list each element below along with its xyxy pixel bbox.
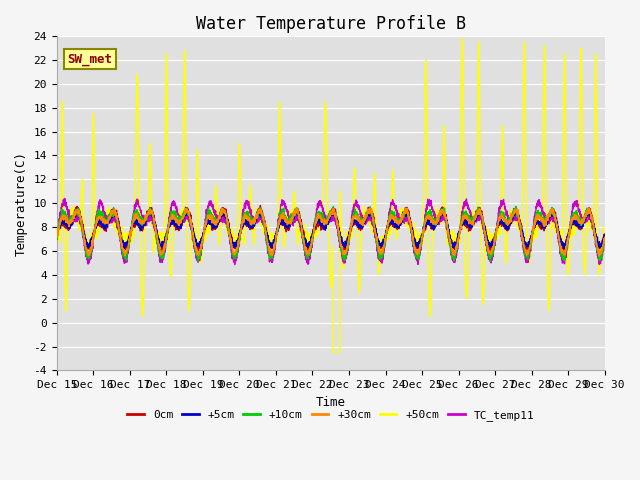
Y-axis label: Temperature(C): Temperature(C): [15, 151, 28, 256]
Legend: 0cm, +5cm, +10cm, +30cm, +50cm, TC_temp11: 0cm, +5cm, +10cm, +30cm, +50cm, TC_temp1…: [123, 405, 539, 425]
Title: Water Temperature Profile B: Water Temperature Profile B: [196, 15, 466, 33]
X-axis label: Time: Time: [316, 396, 346, 408]
Text: SW_met: SW_met: [68, 53, 113, 66]
